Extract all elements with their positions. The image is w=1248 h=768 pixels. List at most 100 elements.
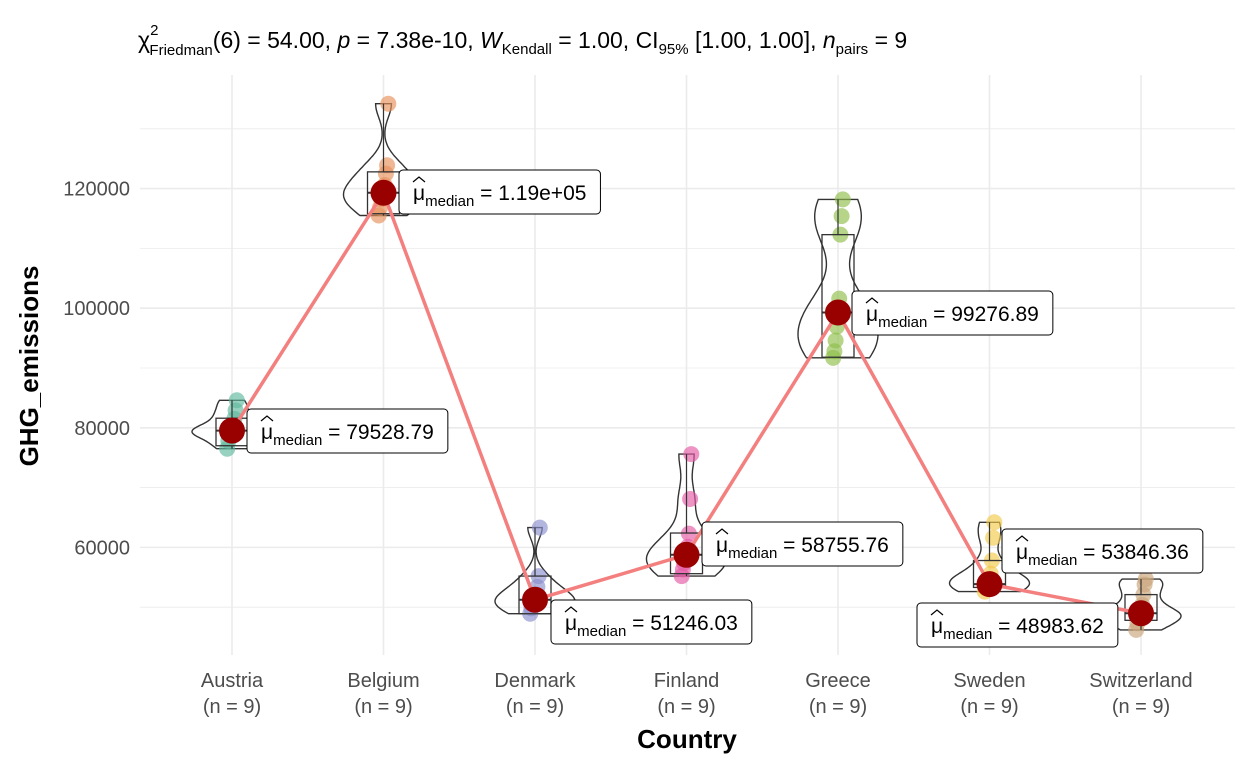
- mu-eq: =: [992, 615, 1016, 638]
- data-point-greece: [834, 191, 851, 208]
- x-tick-label: Switzerland: [1089, 670, 1192, 692]
- hat-mark: [715, 528, 729, 535]
- mu-sub: median: [273, 432, 322, 449]
- median-label-text: μmedian = 58755.76: [716, 534, 889, 562]
- hat-mark: [564, 606, 578, 613]
- data-point-greece: [833, 208, 850, 225]
- median-point-sweden: [976, 571, 1003, 598]
- data-point-finland: [683, 446, 700, 463]
- median-label-box: [398, 169, 601, 215]
- x-tick-label: Belgium: [347, 670, 419, 692]
- x-tick-n-label: (n = 9): [203, 696, 261, 718]
- y-tick-label: 100000: [63, 298, 130, 320]
- x-tick-label: Sweden: [953, 670, 1025, 692]
- mu-eq: =: [777, 534, 801, 557]
- median-label-box: [851, 290, 1054, 336]
- mu-sub: median: [577, 623, 626, 640]
- y-axis-title: GHG_emissions: [14, 266, 44, 467]
- median-label-box: [550, 599, 753, 645]
- x-tick-label: Austria: [201, 670, 264, 692]
- mu-symbol: μ: [413, 182, 425, 205]
- data-point-austria: [228, 392, 245, 409]
- mu-eq: =: [322, 421, 346, 444]
- x-tick-label: Greece: [805, 670, 871, 692]
- data-point-sweden: [986, 514, 1003, 531]
- median-label-box: [701, 521, 904, 567]
- subtitle-part-5: = 7.38e-10,: [350, 27, 480, 53]
- x-tick-n-label: (n = 9): [657, 696, 715, 718]
- median-label-text: μmedian = 53846.36: [1016, 541, 1189, 569]
- x-axis-title: Country: [637, 724, 737, 754]
- x-axis-ticks: Austria (n = 9) Belgium (n = 9) Denmark (n = …: [201, 670, 1193, 718]
- mu-symbol: μ: [716, 534, 728, 557]
- data-point-belgium: [380, 95, 397, 112]
- median-value: 99276.89: [951, 303, 1039, 326]
- x-tick-n-label: (n = 9): [354, 696, 412, 718]
- x-tick-n-label: (n = 9): [506, 696, 564, 718]
- hat-mark: [412, 176, 426, 183]
- mu-sub: median: [1028, 552, 1077, 569]
- median-label-sweden: μmedian = 53846.36: [1001, 528, 1204, 574]
- median-point-denmark: [522, 586, 548, 613]
- mu-eq: =: [474, 182, 498, 205]
- median-value: 79528.79: [346, 421, 434, 444]
- subtitle-part-6: W: [480, 27, 504, 53]
- median-label-belgium: μmedian = 1.19e+05: [398, 169, 601, 215]
- chart-subtitle: χ2 Friedman(6) = 54.00, p = 7.38e-10, WKe…: [138, 22, 907, 59]
- median-value: 51246.03: [650, 612, 738, 635]
- subtitle-part-3: (6) = 54.00,: [213, 27, 338, 53]
- median-label-austria: μmedian = 79528.79: [246, 408, 449, 454]
- median-label-switzerland: μmedian = 48983.62: [916, 602, 1119, 648]
- y-tick-label: 80000: [74, 418, 130, 440]
- median-label-box: [916, 602, 1119, 648]
- x-tick-n-label: (n = 9): [960, 696, 1018, 718]
- median-value: 1.19e+05: [498, 182, 586, 205]
- mu-symbol: μ: [565, 612, 577, 635]
- hat-mark: [865, 297, 879, 304]
- mu-eq: =: [626, 612, 650, 635]
- subtitle-part-8: = 1.00, CI: [552, 27, 659, 53]
- mu-eq: =: [1077, 541, 1101, 564]
- subtitle-part-4: p: [336, 27, 350, 53]
- median-label-denmark: μmedian = 51246.03: [550, 599, 753, 645]
- median-point-belgium: [370, 179, 397, 206]
- median-point-finland: [673, 541, 700, 568]
- x-tick-label: Finland: [654, 670, 720, 692]
- median-point-greece: [825, 299, 851, 326]
- median-label-finland: μmedian = 58755.76: [701, 521, 904, 567]
- data-point-sweden: [985, 529, 1002, 546]
- subtitle-part-9: 95%: [659, 41, 689, 58]
- hat-mark: [260, 415, 274, 422]
- x-tick-n-label: (n = 9): [1112, 696, 1170, 718]
- subtitle-part-13: = 9: [868, 27, 907, 53]
- median-value: 53846.36: [1101, 541, 1189, 564]
- subtitle-part-12: pairs: [836, 41, 869, 58]
- hat-mark: [930, 609, 944, 616]
- median-label-box: [1001, 528, 1204, 574]
- median-point-austria: [219, 417, 245, 444]
- subtitle-part-2: Friedman: [149, 42, 212, 59]
- y-axis-ticks: 60000 80000 100000 120000: [63, 179, 130, 560]
- x-tick-label: Denmark: [494, 670, 576, 692]
- mu-sub: median: [425, 193, 474, 210]
- median-points: [219, 179, 1154, 627]
- data-point-greece: [827, 332, 844, 349]
- subtitle-part-7: Kendall: [502, 41, 552, 58]
- data-point-finland: [682, 490, 699, 507]
- median-label-text: μmedian = 79528.79: [261, 421, 434, 449]
- violin-denmark: [494, 526, 576, 615]
- median-label-text: μmedian = 48983.62: [931, 615, 1104, 643]
- mu-sub: median: [943, 626, 992, 643]
- median-value: 48983.62: [1016, 615, 1104, 638]
- data-point-belgium: [379, 157, 396, 174]
- mu-sub: median: [878, 314, 927, 331]
- mu-symbol: μ: [261, 421, 273, 444]
- subtitle-part-10: [1.00, 1.00],: [689, 27, 823, 53]
- subtitle-part-1: 2: [150, 22, 158, 39]
- median-point-switzerland: [1128, 600, 1154, 627]
- subtitle-part-11: n: [823, 27, 836, 53]
- mu-eq: =: [927, 303, 951, 326]
- mu-symbol: μ: [931, 615, 943, 638]
- median-label-box: [246, 408, 449, 454]
